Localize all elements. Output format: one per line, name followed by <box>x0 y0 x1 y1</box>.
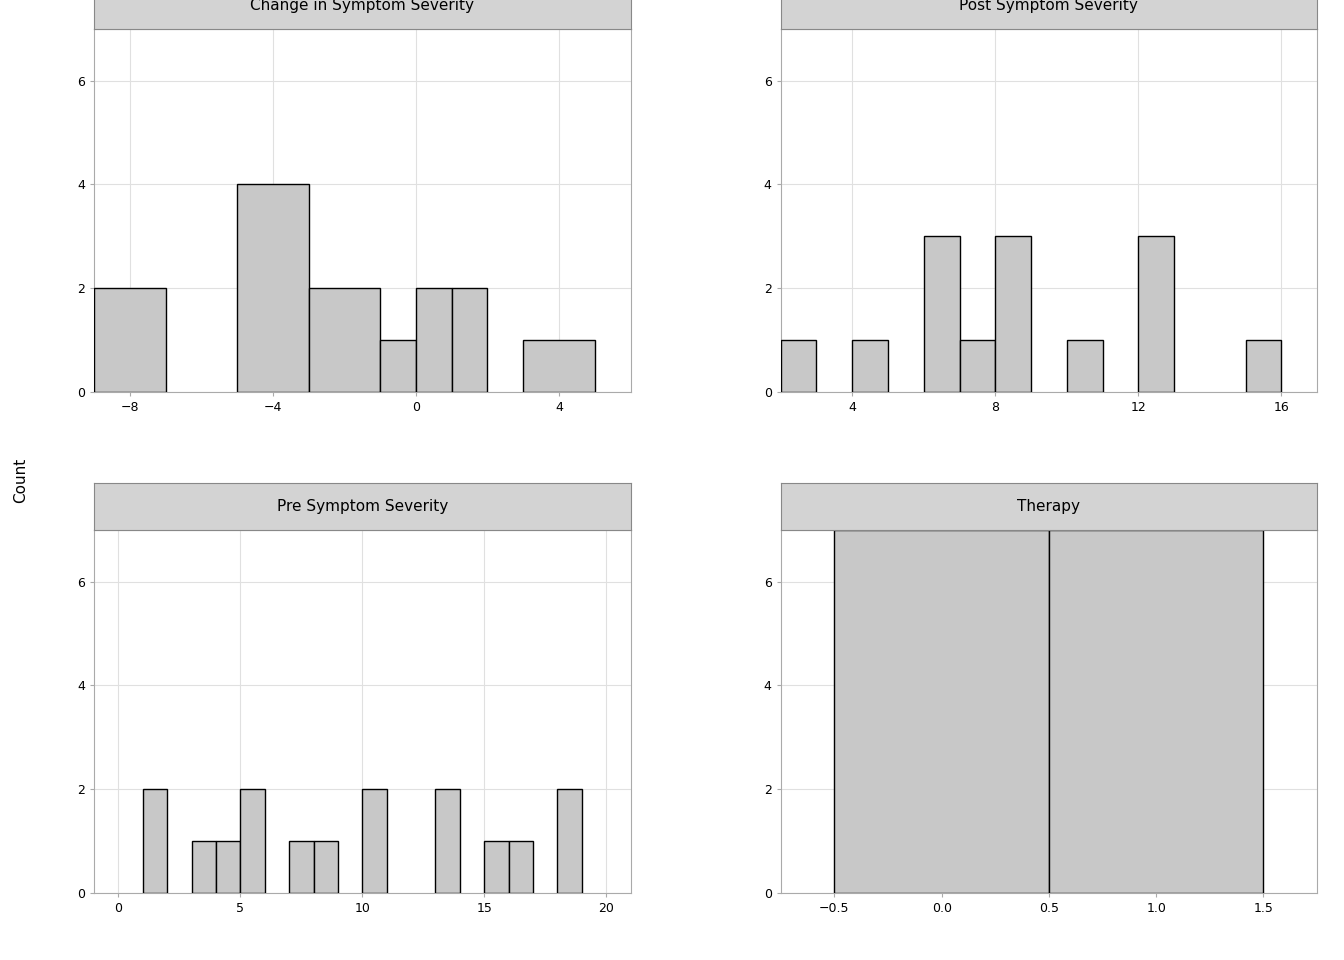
Bar <box>309 288 380 392</box>
Bar <box>1048 530 1263 893</box>
Bar <box>192 841 216 893</box>
Text: Count: Count <box>12 457 28 503</box>
Bar <box>313 841 337 893</box>
Bar <box>435 789 460 893</box>
Bar <box>1246 340 1281 392</box>
Bar <box>508 841 534 893</box>
Bar <box>523 340 595 392</box>
Bar <box>94 288 165 392</box>
Bar <box>452 288 488 392</box>
Bar <box>415 288 452 392</box>
Bar <box>996 236 1031 392</box>
Bar <box>960 340 996 392</box>
Bar <box>216 841 241 893</box>
Bar <box>363 789 387 893</box>
Bar <box>484 841 508 893</box>
Bar <box>241 789 265 893</box>
Bar <box>835 530 1048 893</box>
Bar <box>781 340 816 392</box>
Bar <box>380 340 415 392</box>
Bar <box>1138 236 1175 392</box>
Bar <box>237 184 309 392</box>
Bar <box>923 236 960 392</box>
Bar <box>852 340 888 392</box>
Bar <box>1067 340 1102 392</box>
Bar <box>558 789 582 893</box>
Bar <box>289 841 313 893</box>
Bar <box>142 789 167 893</box>
